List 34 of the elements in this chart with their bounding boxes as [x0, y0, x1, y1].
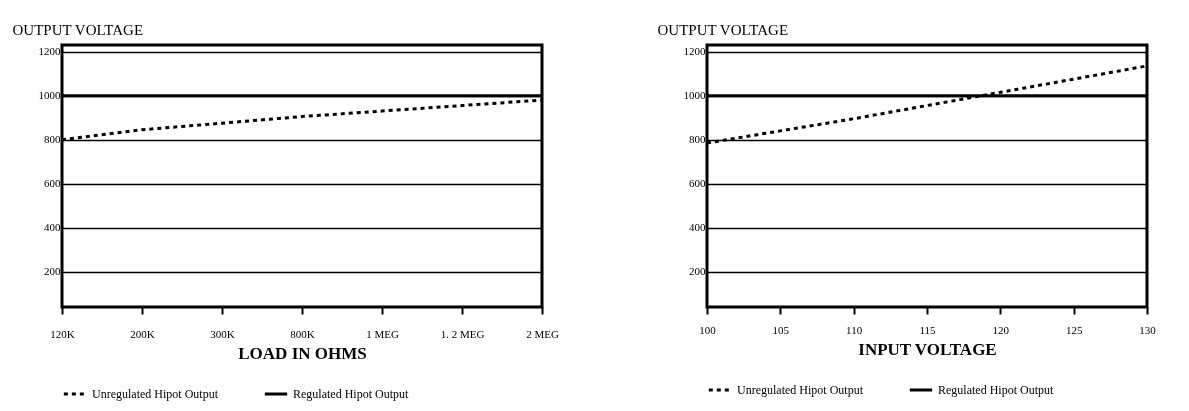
y-tick-label: 800	[44, 133, 61, 146]
x-tick-label: 200K	[130, 327, 155, 340]
y-tick-label: 600	[689, 177, 706, 190]
legend-label: Regulated Hipot Output	[938, 383, 1054, 397]
x-tick-label: 105	[772, 323, 790, 336]
legend-label: Unregulated Hipot Output	[92, 387, 219, 401]
y-tick-label: 800	[689, 133, 706, 146]
x-tick-label: 1. 2 MEG	[440, 327, 485, 340]
y-tick-label: 200	[689, 265, 706, 278]
y-tick-label: 200	[44, 265, 61, 278]
x-tick-label: 120	[992, 323, 1010, 336]
y-tick-label: 600	[44, 177, 61, 190]
y-axis-title: OUTPUT VOLTAGE	[657, 21, 789, 38]
x-tick-label: 100	[699, 323, 717, 336]
x-axis-title: INPUT VOLTAGE	[858, 339, 997, 359]
legend-label: Regulated Hipot Output	[293, 387, 409, 401]
y-tick-label: 1200	[683, 45, 706, 58]
y-tick-label: 1200	[38, 45, 61, 58]
x-tick-label: 2 MEG	[526, 327, 559, 340]
x-tick-label: 300K	[210, 327, 235, 340]
x-tick-label: 800K	[290, 327, 315, 340]
y-axis-title: OUTPUT VOLTAGE	[12, 21, 144, 38]
x-tick-label: 130	[1139, 323, 1157, 336]
x-tick-label: 120K	[50, 327, 75, 340]
x-tick-label: 110	[846, 323, 863, 336]
x-tick-label: 115	[919, 323, 937, 336]
y-tick-label: 400	[44, 221, 61, 234]
legend-label: Unregulated Hipot Output	[737, 383, 864, 397]
y-tick-label: 1000	[683, 89, 706, 102]
y-tick-label: 400	[689, 221, 706, 234]
x-tick-label: 1 MEG	[366, 327, 399, 340]
x-axis-title: LOAD IN OHMS	[238, 343, 367, 363]
y-tick-label: 1000	[38, 89, 61, 102]
x-tick-label: 125	[1065, 323, 1083, 336]
